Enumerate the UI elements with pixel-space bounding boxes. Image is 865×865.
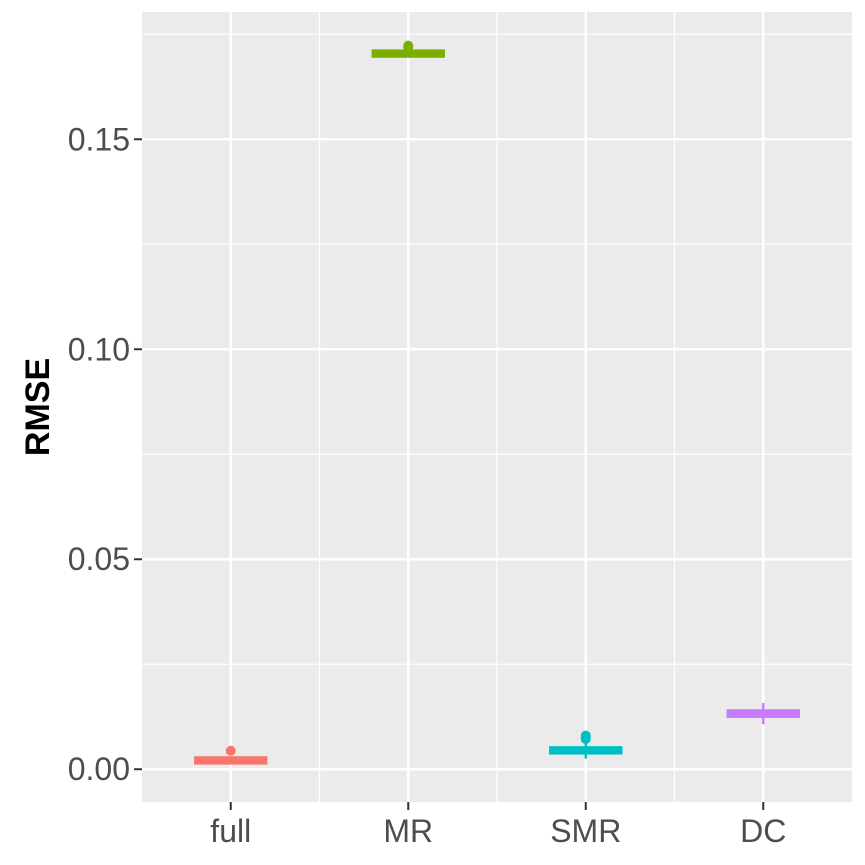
y-tick-label: 0.05 — [68, 541, 130, 577]
x-tick-label: DC — [740, 813, 786, 849]
y-tick-label: 0.15 — [68, 121, 130, 157]
x-tick-label: SMR — [550, 813, 621, 849]
box-DC — [726, 702, 800, 725]
y-tick-label: 0.10 — [68, 331, 130, 367]
box-SMR — [549, 730, 623, 759]
y-axis: 0.00 0.05 0.10 0.15 — [68, 121, 142, 787]
y-axis-title: RMSE — [19, 358, 57, 456]
outlier-point — [403, 41, 414, 52]
box-series — [194, 40, 800, 765]
x-tick-label: MR — [383, 813, 433, 849]
box-MR — [371, 40, 445, 58]
outlier-point — [580, 730, 591, 741]
box-full — [194, 745, 268, 765]
x-axis: full MR SMR DC — [210, 802, 786, 849]
major-gridlines — [142, 12, 852, 802]
outlier-point — [225, 745, 236, 756]
y-tick-label: 0.00 — [68, 751, 130, 787]
minor-gridlines — [142, 12, 852, 802]
x-tick-label: full — [210, 813, 251, 849]
